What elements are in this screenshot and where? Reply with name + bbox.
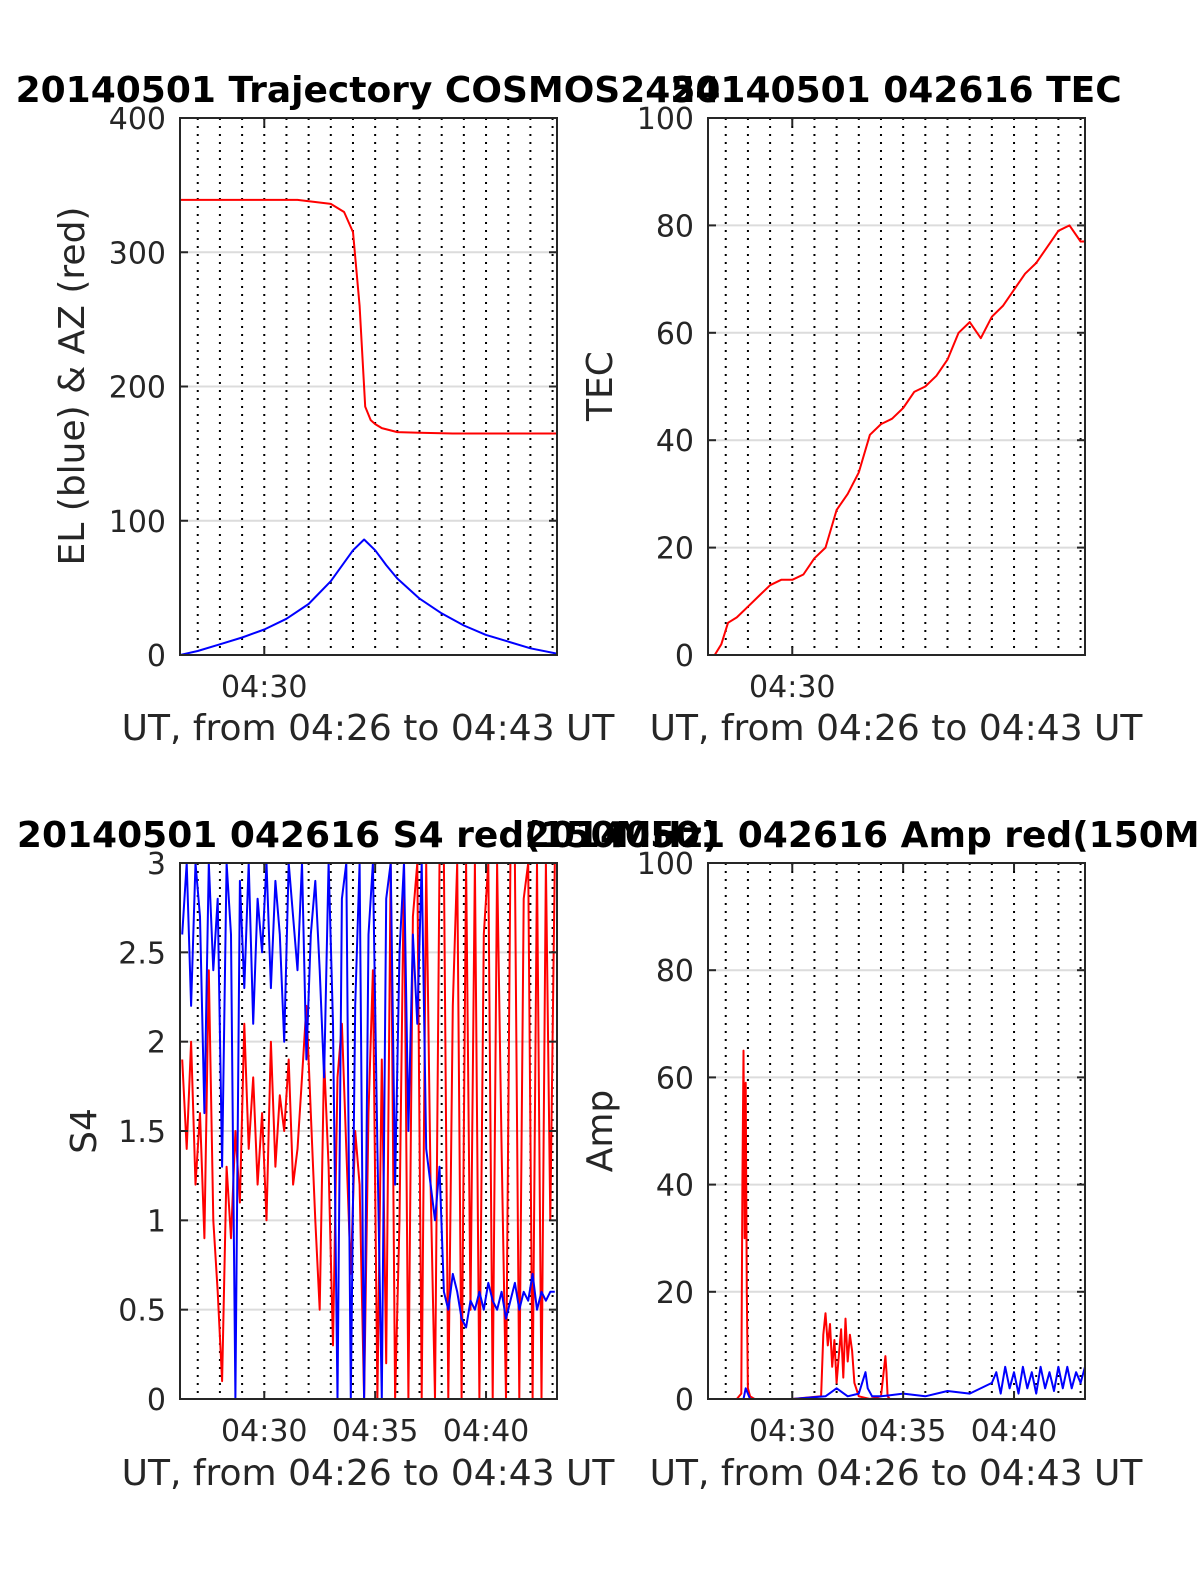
x-tick-label: 04:30: [221, 1414, 307, 1449]
y-axis-label: TEC: [580, 351, 621, 422]
y-tick-label: 1.5: [118, 1115, 166, 1150]
x-axis-label: UT, from 04:26 to 04:43 UT: [650, 1453, 1144, 1494]
series-line: [708, 1049, 1085, 1399]
y-tick-label: 0: [147, 639, 166, 674]
axes-frame: [707, 862, 1086, 1400]
y-tick-label: 100: [109, 505, 166, 540]
x-tick-label: 04:30: [749, 670, 835, 705]
y-tick-label: 20: [656, 1276, 694, 1311]
x-tick-label: 04:30: [221, 670, 307, 705]
y-tick-label: 200: [109, 371, 166, 406]
y-tick-label: 80: [656, 209, 694, 244]
series-line: [708, 1365, 1085, 1399]
x-tick-label: 04:35: [332, 1414, 418, 1449]
x-tick-label: 04:40: [971, 1414, 1057, 1449]
y-tick-label: 80: [656, 954, 694, 989]
y-axis-label: S4: [64, 1108, 105, 1154]
panel-trajectory: 20140501 Trajectory COSMOS2454 UT, from …: [16, 70, 721, 749]
y-axis-label: Amp: [580, 1090, 621, 1173]
y-tick-label: 0.5: [118, 1294, 166, 1329]
x-tick-label: 04:40: [443, 1414, 529, 1449]
chart-title: 20140501 042616 Amp red(150MHz): [525, 815, 1200, 856]
y-tick-label: 0: [147, 1383, 166, 1418]
panel-amp: 20140501 042616 Amp red(150MHz) UT, from…: [525, 815, 1200, 1494]
series-line: [181, 863, 556, 1399]
x-tick-label: 04:30: [749, 1414, 835, 1449]
axes-frame: [707, 117, 1086, 656]
x-axis-label: UT, from 04:26 to 04:43 UT: [650, 708, 1144, 749]
panel-s4: 20140501 042616 S4 red(150MHz) UT, from …: [17, 815, 719, 1494]
y-tick-label: 100: [637, 102, 694, 137]
y-tick-label: 40: [656, 424, 694, 459]
y-tick-label: 60: [656, 317, 694, 352]
x-axis-label: UT, from 04:26 to 04:43 UT: [122, 1453, 616, 1494]
series-line: [180, 198, 557, 435]
y-tick-label: 60: [656, 1061, 694, 1096]
y-tick-label: 2: [147, 1026, 166, 1061]
y-tick-label: 2.5: [118, 936, 166, 971]
y-tick-label: 0: [675, 1383, 694, 1418]
y-tick-label: 0: [675, 639, 694, 674]
chart-title: 20140501 Trajectory COSMOS2454: [16, 70, 721, 111]
y-tick-label: 3: [147, 847, 166, 882]
chart-title: 20140501 042616 S4 red(150MHz): [17, 815, 719, 856]
y-tick-label: 1: [147, 1204, 166, 1239]
y-tick-label: 40: [656, 1169, 694, 1204]
panel-tec: 20140501 042616 TEC UT, from 04:26 to 04…: [580, 70, 1143, 749]
y-axis-label: EL (blue) & AZ (red): [52, 207, 93, 566]
y-tick-label: 20: [656, 532, 694, 567]
x-tick-label: 04:35: [860, 1414, 946, 1449]
y-tick-label: 400: [109, 102, 166, 137]
x-axis-label: UT, from 04:26 to 04:43 UT: [122, 708, 616, 749]
y-tick-label: 100: [637, 847, 694, 882]
series-line: [713, 224, 1085, 655]
chart-title: 20140501 042616 TEC: [670, 70, 1121, 111]
series-line: [181, 863, 555, 1399]
series-line: [180, 538, 557, 655]
y-tick-label: 300: [109, 236, 166, 271]
